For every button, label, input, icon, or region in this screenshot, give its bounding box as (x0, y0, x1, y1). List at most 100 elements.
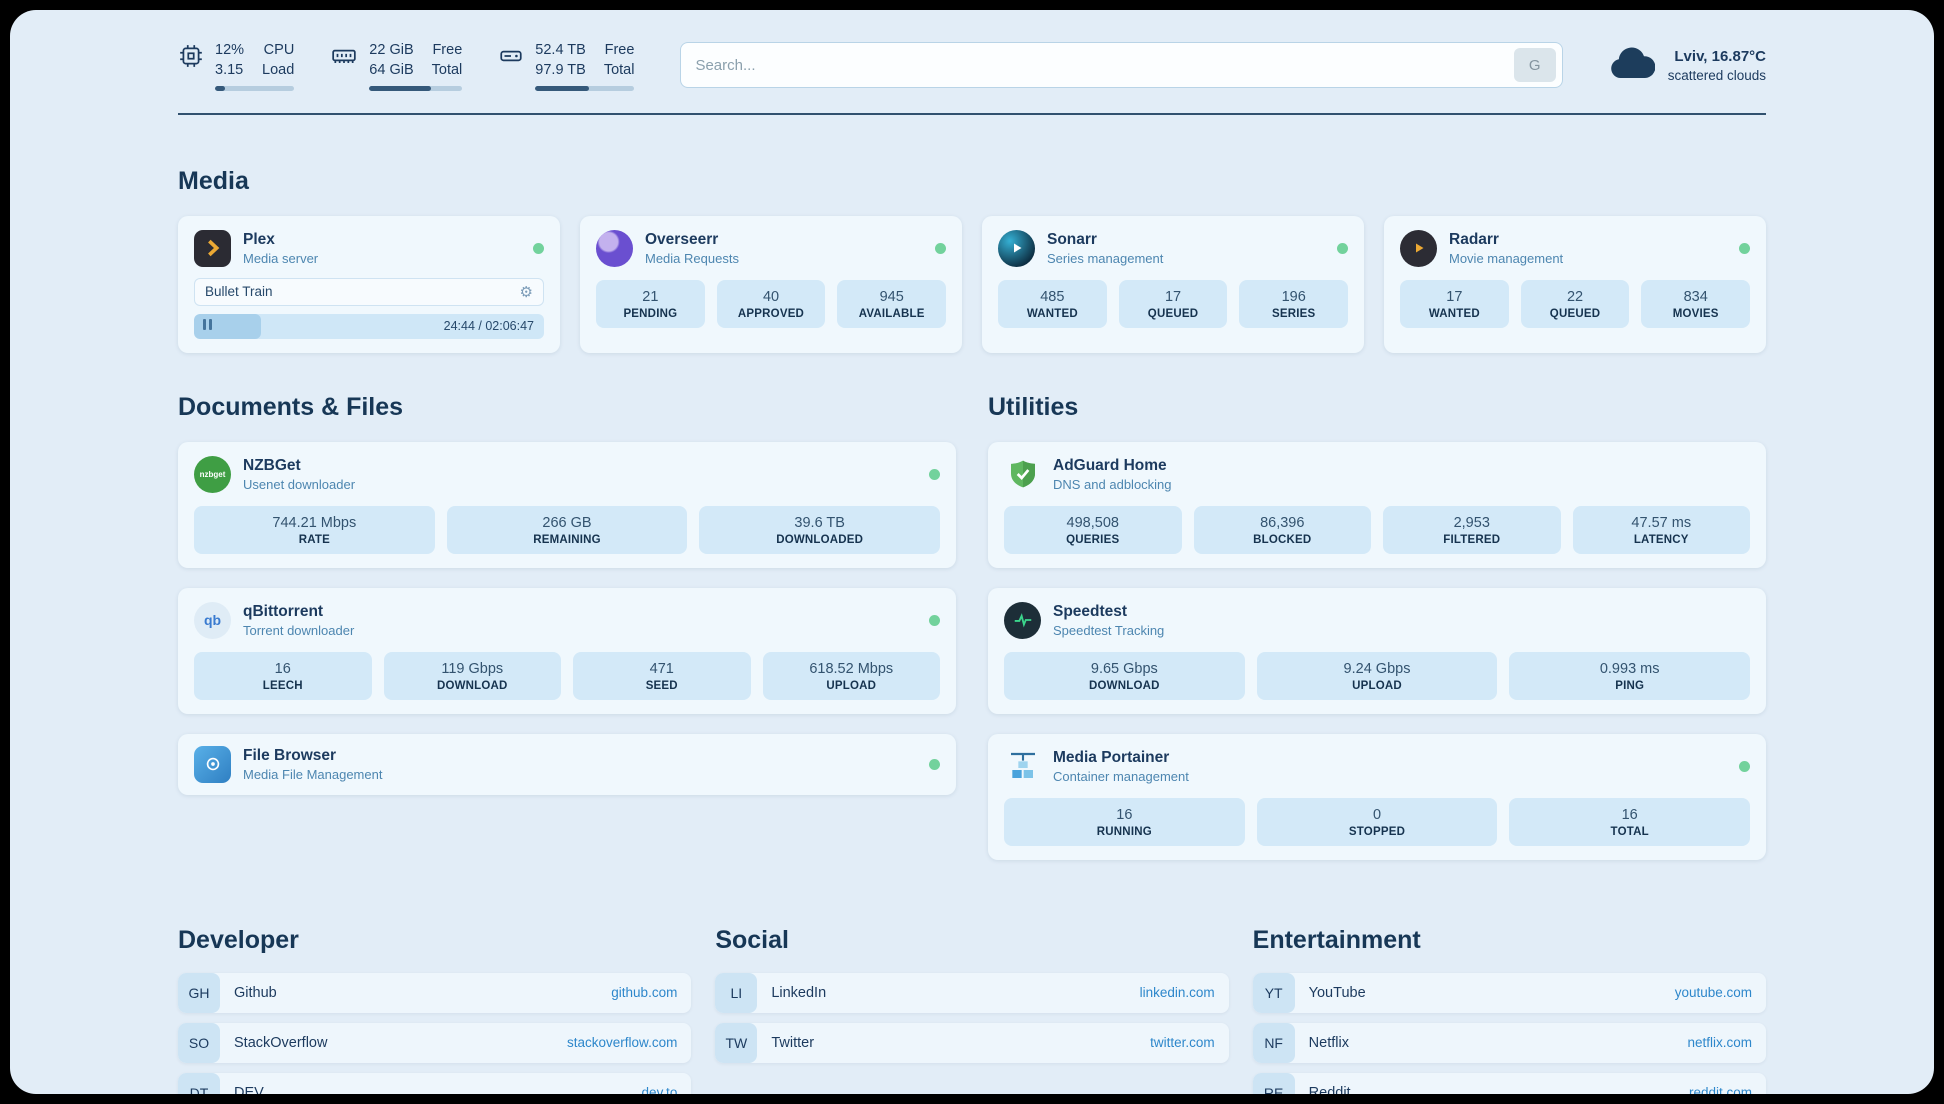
bookmark-youtube[interactable]: YT YouTube youtube.com (1252, 972, 1766, 1013)
stat-label: LEECH (262, 679, 303, 692)
bookmark-reddit[interactable]: RE Reddit reddit.com (1252, 1072, 1766, 1094)
app-card-filebrowser[interactable]: File Browser Media File Management (178, 733, 956, 795)
app-card-speedtest[interactable]: Speedtest Speedtest Tracking 9.65 Gbps D… (988, 587, 1766, 714)
bookmark-name: Reddit (1308, 1084, 1351, 1094)
stat-box: 119 Gbps DOWNLOAD (383, 651, 561, 700)
stat-label: QUEUED (1147, 307, 1199, 320)
plex-icon (194, 229, 231, 267)
status-dot (1739, 760, 1750, 772)
app-card-overseerr[interactable]: Overseerr Media Requests 21 PENDING 40 A… (580, 215, 962, 353)
stat-value: 119 Gbps (441, 660, 504, 677)
app-subtitle: Speedtest Tracking (1053, 622, 1165, 638)
app-subtitle: Media File Management (243, 766, 383, 782)
cpu-usage-value: 12% (215, 42, 245, 58)
bookmark-abbr-badge: TW (715, 1022, 758, 1063)
stat-value: 16 (1621, 806, 1638, 823)
bookmark-github[interactable]: GH Github github.com (178, 972, 692, 1013)
status-dot (533, 242, 544, 254)
section-title-entertainment: Entertainment (1252, 925, 1421, 954)
stat-label: SEED (645, 679, 678, 692)
app-subtitle: Movie management (1449, 250, 1564, 266)
stat-value: 9.65 Gbps (1090, 660, 1158, 677)
disk-widget: 52.4 TB Free 97.9 TB Total (498, 40, 635, 91)
bookmark-netflix[interactable]: NF Netflix netflix.com (1252, 1022, 1766, 1063)
cpu-label: CPU (263, 42, 295, 58)
weather-condition: scattered clouds (1667, 67, 1766, 83)
bookmark-url[interactable]: netflix.com (1687, 1035, 1752, 1051)
stat-value: 485 (1040, 288, 1065, 305)
app-card-radarr[interactable]: Radarr Movie management 17 WANTED 22 QUE… (1384, 215, 1766, 353)
bookmark-twitter[interactable]: TW Twitter twitter.com (715, 1022, 1229, 1063)
stat-value: 744.21 Mbps (272, 514, 357, 531)
stat-box: 39.6 TB DOWNLOADED (699, 505, 941, 554)
stat-box: 21 PENDING (596, 279, 705, 328)
bookmark-url[interactable]: dev.to (641, 1085, 678, 1094)
bookmark-stackoverflow[interactable]: SO StackOverflow stackoverflow.com (178, 1022, 692, 1063)
cpu-load-label: Load (262, 62, 295, 79)
app-subtitle: Usenet downloader (243, 476, 356, 492)
app-card-qbittorrent[interactable]: qb qBittorrent Torrent downloader 16 LEE… (178, 587, 956, 714)
cpu-progress-bar (215, 85, 295, 91)
stat-box: 834 MOVIES (1641, 279, 1751, 328)
app-meta: Overseerr Media Requests (645, 231, 739, 266)
bookmark-url[interactable]: twitter.com (1150, 1035, 1215, 1051)
bookmark-name: Twitter (771, 1034, 815, 1051)
disk-total-value: 97.9 TB (535, 62, 586, 79)
bookmark-url[interactable]: github.com (611, 985, 678, 1001)
pause-icon[interactable] (203, 317, 215, 335)
search-engine-button[interactable]: G (1513, 48, 1556, 83)
dashboard-content: 12% CPU 3.15 Load 22 (10, 10, 1934, 1094)
stat-label: PENDING (623, 307, 678, 320)
bookmark-abbr-badge: GH (178, 972, 220, 1013)
section-developer: Developer GH Github github.com SO StackO… (178, 926, 692, 1094)
app-subtitle: Media server (243, 250, 319, 266)
bookmark-dev[interactable]: DT DEV dev.to (178, 1072, 692, 1094)
stat-label: TOTAL (1610, 825, 1649, 838)
stat-box: 498,508 QUERIES (1004, 505, 1182, 554)
stat-label: QUERIES (1066, 533, 1120, 546)
app-card-adguard[interactable]: AdGuard Home DNS and adblocking 498,508 … (988, 441, 1766, 568)
stat-label: QUEUED (1549, 307, 1601, 320)
app-card-plex[interactable]: Plex Media server Bullet Train ⚙ 24:44 (178, 215, 560, 353)
status-dot (1739, 242, 1750, 254)
disk-icon (498, 43, 524, 74)
cloud-icon (1609, 46, 1656, 85)
stat-box: 17 QUEUED (1118, 279, 1228, 328)
stat-box: 86,396 BLOCKED (1193, 505, 1371, 554)
app-meta: NZBGet Usenet downloader (243, 457, 355, 492)
topbar-divider (178, 112, 1766, 115)
stat-label: PING (1615, 679, 1645, 692)
system-widgets: 12% CPU 3.15 Load 22 (178, 40, 635, 91)
app-card-portainer[interactable]: Media Portainer Container management 16 … (988, 733, 1766, 860)
stat-label: FILTERED (1443, 533, 1501, 546)
stat-box: 0.993 ms PING (1509, 651, 1751, 700)
stat-value: 2,953 (1453, 514, 1490, 531)
bookmark-url[interactable]: youtube.com (1674, 985, 1752, 1001)
stat-label: APPROVED (737, 307, 805, 320)
bookmark-url[interactable]: linkedin.com (1139, 985, 1215, 1001)
section-title-media: Media (178, 166, 249, 195)
bookmark-abbr-badge: SO (178, 1022, 220, 1063)
stat-label: DOWNLOAD (1089, 679, 1160, 692)
app-card-nzbget[interactable]: nzbget NZBGet Usenet downloader 744.21 M… (178, 441, 956, 568)
status-dot (929, 468, 940, 480)
bookmark-linkedin[interactable]: LI LinkedIn linkedin.com (715, 972, 1229, 1013)
bookmark-url[interactable]: stackoverflow.com (567, 1035, 678, 1051)
ram-progress-bar (369, 85, 463, 91)
app-name: Overseerr (645, 230, 719, 248)
search-input[interactable] (695, 56, 1514, 74)
gear-icon[interactable]: ⚙ (519, 283, 533, 301)
stat-value: 21 (642, 288, 659, 305)
stat-value: 40 (762, 288, 780, 305)
playback-progress-bar[interactable]: 24:44 / 02:06:47 (194, 313, 544, 339)
stat-box: 266 GB REMAINING (446, 505, 688, 554)
app-card-sonarr[interactable]: Sonarr Series management 485 WANTED 17 Q… (982, 215, 1364, 353)
ram-icon (330, 43, 358, 74)
app-name: File Browser (243, 746, 337, 764)
stat-value: 471 (649, 660, 674, 677)
ram-total-value: 64 GiB (369, 62, 414, 79)
cpu-icon (178, 43, 204, 74)
bookmark-url[interactable]: reddit.com (1688, 1085, 1752, 1094)
app-meta: Sonarr Series management (1047, 231, 1163, 266)
stat-label: WANTED (1428, 307, 1480, 320)
